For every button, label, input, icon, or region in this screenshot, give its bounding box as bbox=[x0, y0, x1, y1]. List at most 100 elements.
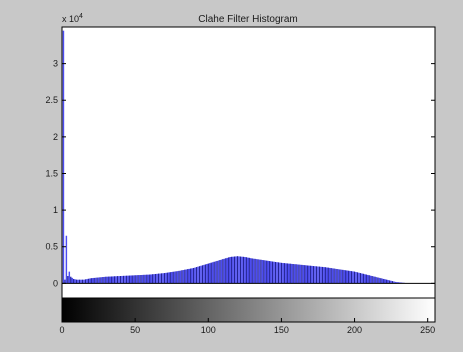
y-tick-label: 3 bbox=[53, 59, 58, 69]
y-tick-label: 0.5 bbox=[45, 242, 58, 252]
histogram-bar bbox=[147, 274, 150, 284]
histogram-bar bbox=[273, 261, 275, 284]
histogram-bar bbox=[173, 271, 176, 284]
histogram-bar bbox=[182, 270, 185, 284]
histogram-bar bbox=[100, 277, 103, 284]
histogram-bar bbox=[340, 269, 343, 284]
y-multiplier-base: x 10 bbox=[62, 14, 79, 24]
chart-title: Clahe Filter Histogram bbox=[198, 14, 297, 25]
histogram-bar bbox=[334, 268, 337, 284]
histogram-bar bbox=[226, 257, 229, 284]
y-tick-label: 1 bbox=[53, 205, 58, 215]
histogram-bars bbox=[62, 30, 435, 284]
x-axis: 0 50 100 150 200 250 bbox=[59, 318, 435, 335]
histogram-bar bbox=[311, 265, 313, 284]
histogram-bar bbox=[296, 264, 299, 284]
histogram-bar bbox=[364, 274, 366, 284]
histogram-bar bbox=[314, 266, 316, 284]
histogram-bar bbox=[68, 271, 71, 284]
histogram-bar bbox=[80, 279, 82, 284]
histogram-bar bbox=[194, 267, 196, 284]
histogram-bar bbox=[191, 268, 193, 284]
x-tick-label: 250 bbox=[420, 325, 435, 335]
histogram-bar bbox=[165, 272, 167, 284]
histogram-bar bbox=[232, 256, 234, 284]
x-tick-label: 100 bbox=[201, 325, 216, 335]
histogram-bar bbox=[214, 261, 217, 284]
histogram-bar bbox=[346, 270, 348, 284]
histogram-bar bbox=[305, 265, 308, 284]
histogram-bar bbox=[209, 263, 211, 284]
histogram-bar bbox=[267, 260, 269, 284]
histogram-bar bbox=[130, 275, 132, 284]
histogram-bar bbox=[109, 276, 111, 284]
histogram-bar bbox=[127, 275, 129, 284]
histogram-bar bbox=[203, 264, 205, 284]
histogram-bar bbox=[106, 276, 109, 284]
histogram-bar bbox=[200, 265, 202, 284]
histogram-bar bbox=[159, 273, 161, 284]
histogram-bar bbox=[62, 30, 65, 284]
histogram-bar bbox=[71, 277, 73, 284]
histogram-bar bbox=[168, 272, 170, 284]
histogram-bar bbox=[124, 275, 126, 284]
histogram-bar bbox=[279, 262, 281, 284]
histogram-bar bbox=[343, 270, 346, 284]
histogram-bar bbox=[132, 275, 135, 284]
histogram-bar bbox=[355, 272, 357, 284]
histogram-bar bbox=[393, 281, 395, 284]
histogram-bar bbox=[185, 269, 188, 284]
histogram-bar bbox=[121, 275, 123, 284]
histogram-bar bbox=[244, 256, 246, 284]
x-tick-label: 50 bbox=[130, 325, 140, 335]
histogram-bar bbox=[223, 258, 226, 284]
histogram-bar bbox=[65, 235, 68, 284]
histogram-bar bbox=[206, 264, 208, 284]
histogram-bar bbox=[249, 258, 252, 284]
histogram-bar bbox=[320, 266, 322, 284]
histogram-bar bbox=[369, 275, 372, 284]
histogram-bar bbox=[302, 265, 305, 284]
histogram-bar bbox=[97, 277, 100, 284]
histogram-bar bbox=[282, 262, 284, 284]
histogram-bar bbox=[135, 275, 138, 284]
x-tick-label: 200 bbox=[347, 325, 362, 335]
y-axis: 0 0.5 1 1.5 2 2.5 3 bbox=[45, 59, 435, 288]
histogram-bar bbox=[352, 271, 354, 284]
histogram-bar bbox=[384, 279, 386, 284]
histogram-bar bbox=[396, 282, 398, 284]
histogram-bar bbox=[337, 269, 340, 284]
y-tick-label: 1.5 bbox=[45, 168, 58, 178]
histogram-bar bbox=[293, 264, 296, 284]
histogram-bar bbox=[290, 263, 293, 284]
histogram-bar bbox=[387, 280, 389, 284]
histogram-bar bbox=[235, 256, 237, 284]
histogram-bar bbox=[258, 259, 261, 284]
histogram-bar bbox=[91, 278, 94, 284]
x-tick-label: 0 bbox=[59, 325, 64, 335]
histogram-bar bbox=[156, 273, 158, 284]
histogram-bar bbox=[358, 272, 360, 284]
histogram-bar bbox=[331, 268, 334, 284]
grayscale-colorbar bbox=[61, 297, 436, 323]
histogram-bar bbox=[150, 274, 152, 284]
histogram-bar bbox=[328, 267, 331, 284]
histogram-bar bbox=[270, 261, 272, 284]
histogram-bar bbox=[179, 270, 182, 284]
y-multiplier-label: x 104 bbox=[62, 13, 83, 24]
histogram-bar bbox=[74, 279, 76, 284]
histogram-bar bbox=[103, 276, 106, 284]
y-tick-label: 0 bbox=[53, 278, 58, 288]
histogram-bar bbox=[394, 281, 397, 284]
histogram-bar bbox=[372, 276, 375, 284]
histogram-bar bbox=[375, 277, 378, 284]
histogram-bar bbox=[170, 272, 173, 284]
histogram-bar bbox=[276, 262, 278, 284]
histogram-bar bbox=[252, 258, 255, 284]
histogram-bar bbox=[378, 277, 381, 284]
histogram-bar bbox=[217, 260, 220, 284]
histogram-bar bbox=[197, 266, 199, 284]
histogram-bar bbox=[229, 256, 231, 284]
histogram-bar bbox=[211, 262, 214, 284]
histogram-bar bbox=[299, 264, 302, 284]
